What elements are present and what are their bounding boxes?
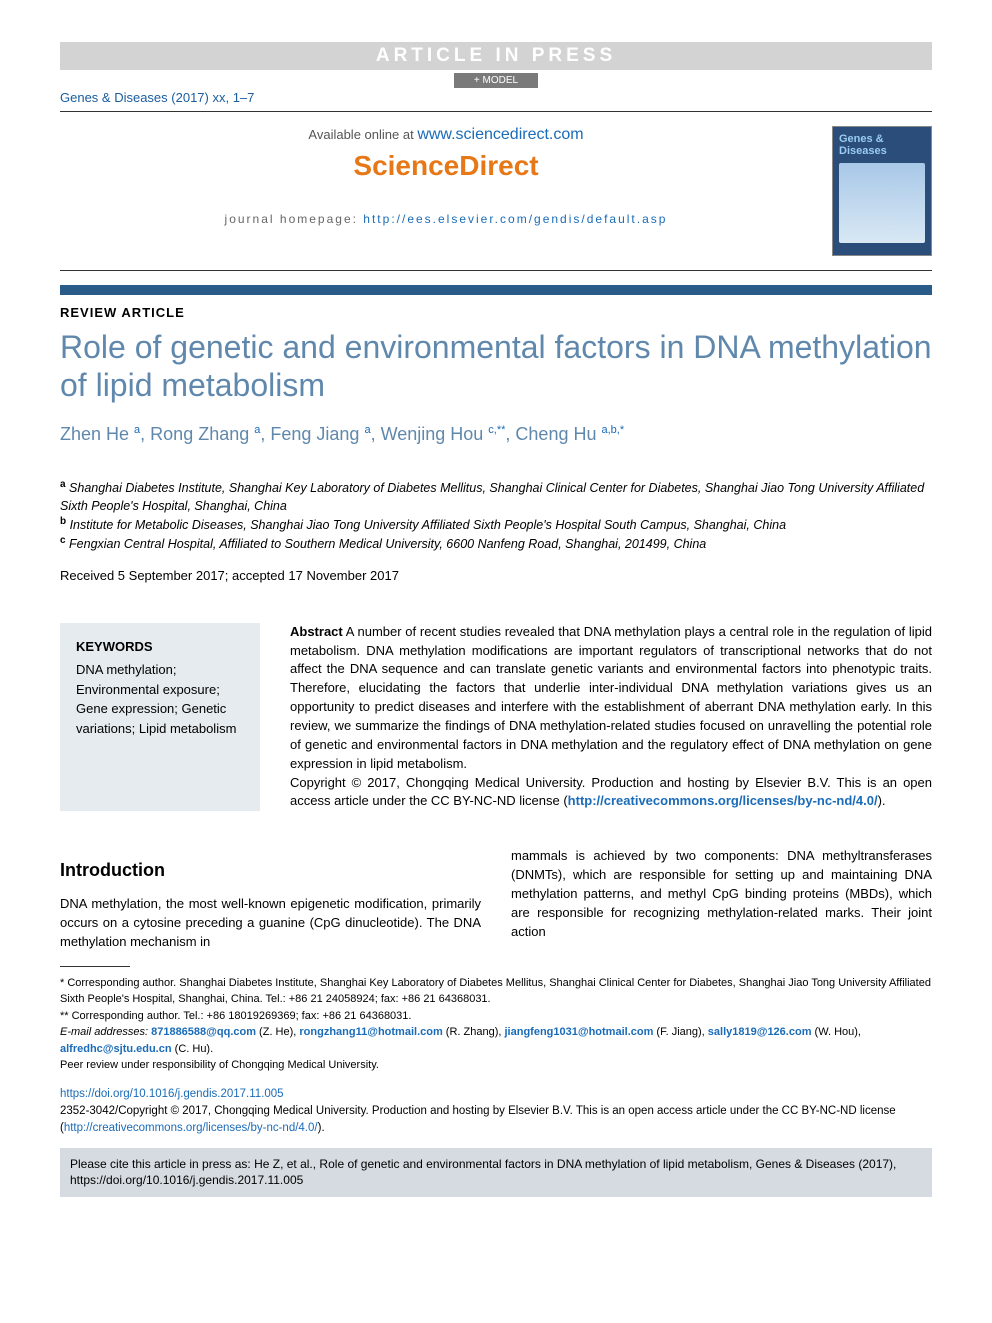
author-affil-sup[interactable]: a,b,*: [601, 424, 624, 436]
corresponding-author-2: ** Corresponding author. Tel.: +86 18019…: [60, 1008, 932, 1025]
affiliations: a Shanghai Diabetes Institute, Shanghai …: [60, 478, 932, 554]
journal-homepage-link[interactable]: http://ees.elsevier.com/gendis/default.a…: [363, 212, 667, 226]
affiliation: a Shanghai Diabetes Institute, Shanghai …: [60, 478, 932, 515]
sciencedirect-url[interactable]: www.sciencedirect.com: [417, 126, 583, 143]
corresponding-author-1: * Corresponding author. Shanghai Diabete…: [60, 975, 932, 1008]
email-link[interactable]: sally1819@126.com: [708, 1026, 812, 1038]
article-dates: Received 5 September 2017; accepted 17 N…: [60, 568, 932, 583]
journal-citation: Genes & Diseases (2017) xx, 1–7: [60, 90, 932, 105]
email-link[interactable]: 871886588@qq.com: [151, 1026, 256, 1038]
article-type: REVIEW ARTICLE: [60, 305, 932, 320]
cc-license-link[interactable]: http://creativecommons.org/licenses/by-n…: [568, 793, 878, 808]
author: , Feng Jiang: [260, 424, 364, 444]
intro-paragraph-right: mammals is achieved by two components: D…: [511, 847, 932, 941]
journal-homepage: journal homepage: http://ees.elsevier.co…: [60, 212, 832, 226]
footnote-rule: [60, 966, 130, 967]
journal-cover-thumbnail[interactable]: Genes & Diseases: [832, 126, 932, 256]
author: , Rong Zhang: [140, 424, 254, 444]
author: Zhen He: [60, 424, 134, 444]
article-title: Role of genetic and environmental factor…: [60, 328, 932, 405]
available-online: Available online at www.sciencedirect.co…: [60, 126, 832, 144]
author-list: Zhen He a, Rong Zhang a, Feng Jiang a, W…: [60, 421, 932, 448]
citation-box: Please cite this article in press as: He…: [60, 1148, 932, 1198]
email-link[interactable]: jiangfeng1031@hotmail.com: [505, 1026, 654, 1038]
abstract: Abstract A number of recent studies reve…: [290, 623, 932, 811]
body-columns: Introduction DNA methylation, the most w…: [60, 841, 932, 952]
cc-license-link-2[interactable]: http://creativecommons.org/licenses/by-n…: [64, 1122, 318, 1134]
section-rule: [60, 285, 932, 295]
journal-header: Available online at www.sciencedirect.co…: [60, 111, 932, 271]
press-banner-text: ARTICLE IN PRESS: [376, 45, 616, 67]
footnotes: * Corresponding author. Shanghai Diabete…: [60, 975, 932, 1074]
sciencedirect-logo[interactable]: ScienceDirect: [60, 150, 832, 182]
author-affil-sup[interactable]: c,**: [488, 424, 505, 436]
model-badge: + MODEL: [454, 73, 538, 88]
email-addresses: E-mail addresses: 871886588@qq.com (Z. H…: [60, 1024, 932, 1057]
intro-paragraph-left: DNA methylation, the most well-known epi…: [60, 895, 481, 952]
author: , Cheng Hu: [505, 424, 601, 444]
peer-review: Peer review under responsibility of Chon…: [60, 1057, 932, 1074]
keywords-box: KEYWORDS DNA methylation; Environmental …: [60, 623, 260, 811]
keywords-title: KEYWORDS: [76, 637, 244, 657]
email-link[interactable]: rongzhang11@hotmail.com: [299, 1026, 442, 1038]
press-banner: ARTICLE IN PRESS + MODEL: [60, 42, 932, 70]
affiliation: c Fengxian Central Hospital, Affiliated …: [60, 534, 932, 553]
keywords-list: DNA methylation; Environmental exposure;…: [76, 660, 244, 738]
introduction-heading: Introduction: [60, 857, 481, 883]
email-link[interactable]: alfredhc@sjtu.edu.cn: [60, 1043, 172, 1055]
doi-link[interactable]: https://doi.org/10.1016/j.gendis.2017.11…: [60, 1088, 284, 1100]
doi-block: https://doi.org/10.1016/j.gendis.2017.11…: [60, 1086, 932, 1138]
author: , Wenjing Hou: [371, 424, 489, 444]
affiliation: b Institute for Metabolic Diseases, Shan…: [60, 515, 932, 534]
